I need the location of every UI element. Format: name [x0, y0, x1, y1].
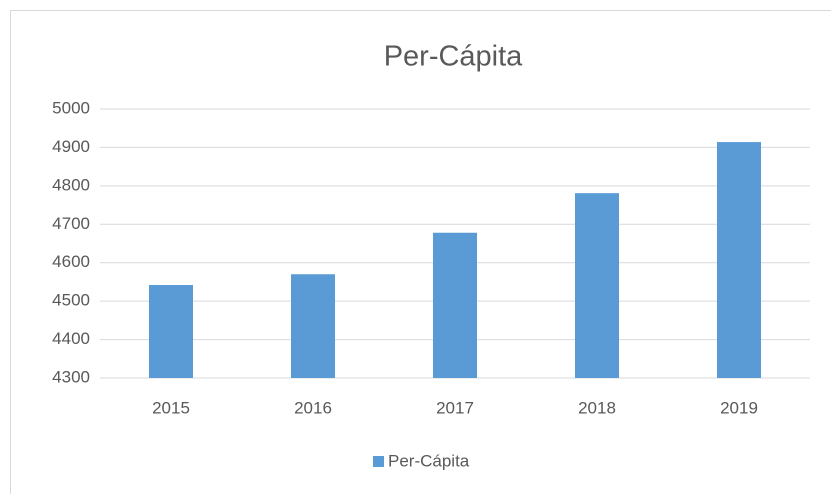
legend-swatch	[373, 456, 384, 467]
y-tick-label: 4700	[52, 214, 90, 233]
chart-title: Per-Cápita	[384, 41, 523, 73]
y-tick-label: 4800	[52, 175, 90, 194]
x-tick-label: 2017	[436, 398, 474, 417]
bar	[149, 285, 193, 378]
chart-frame	[10, 10, 831, 494]
x-tick-label: 2015	[152, 398, 190, 417]
bar	[575, 193, 619, 378]
y-tick-label: 4600	[52, 252, 90, 271]
bar	[717, 142, 761, 378]
y-tick-label: 4500	[52, 291, 90, 310]
bar	[291, 274, 335, 378]
x-tick-label: 2018	[578, 398, 616, 417]
y-tick-label: 4400	[52, 329, 90, 348]
y-tick-label: 4900	[52, 137, 90, 156]
x-tick-label: 2019	[720, 398, 758, 417]
bar	[433, 232, 477, 378]
y-tick-label: 4300	[52, 367, 90, 386]
legend-label: Per-Cápita	[388, 451, 470, 470]
x-tick-label: 2016	[294, 398, 332, 417]
y-tick-label: 5000	[52, 98, 90, 117]
